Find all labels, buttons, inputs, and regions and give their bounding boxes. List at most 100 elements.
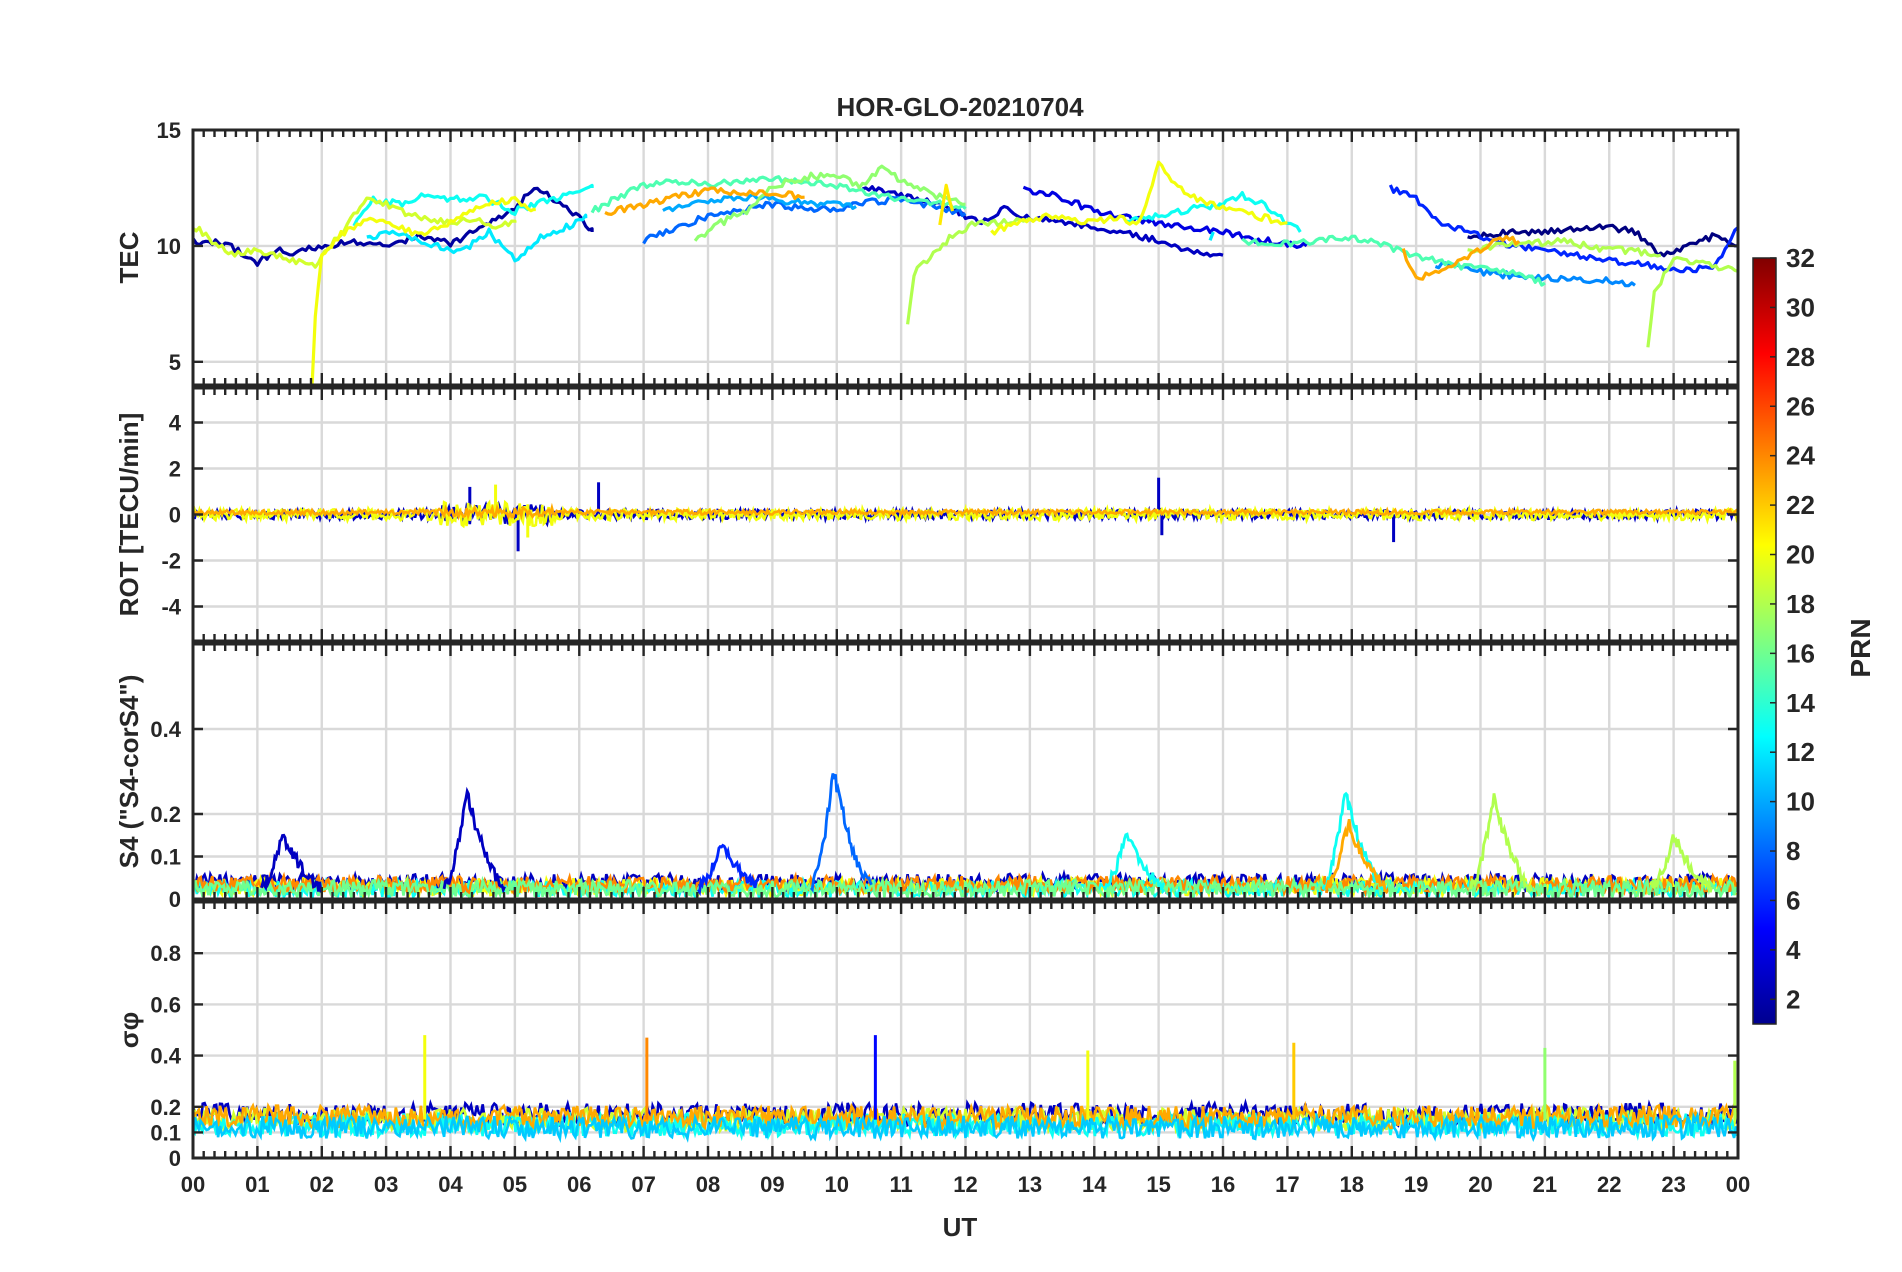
tec-series-prn-2: [193, 186, 594, 267]
colorbar-tick-label: 26: [1786, 391, 1815, 421]
panel-sigphi: 00.10.2 0.4 0.6 0.8 σφ: [114, 900, 1740, 1171]
s4-peak-prn-18: [1469, 793, 1533, 892]
tec-series-prn-4: [1022, 185, 1308, 249]
tec-series-prn-6: [1388, 184, 1738, 274]
data-layer: [193, 160, 1738, 385]
x-tick-label: 05: [503, 1172, 527, 1197]
x-tick-label: 21: [1533, 1172, 1557, 1197]
y-tick-label: 0.4: [150, 1044, 181, 1069]
colorbar-gradient: [1752, 257, 1777, 1025]
tec-series-prn-1: [1467, 223, 1738, 258]
x-tick-label: 00: [181, 1172, 205, 1197]
chart-title: HOR-GLO-20210704: [836, 92, 1084, 122]
y-tick-label: 0.1: [150, 1120, 181, 1145]
tec-series-prn-19: [193, 196, 517, 269]
y-axis-label: S4 ("S4-corS4"): [114, 675, 144, 869]
tec-series-prn-23: [1401, 234, 1521, 281]
colorbar-tick-label: 32: [1786, 243, 1815, 273]
y-tick-label: 0.1: [150, 845, 181, 870]
colorbar-tick-label: 10: [1786, 787, 1815, 817]
x-tick-label: 03: [374, 1172, 398, 1197]
y-tick-label: -4: [161, 595, 181, 620]
colorbar-tick-label: 28: [1786, 342, 1815, 372]
y-ticks: [193, 421, 1738, 608]
s4-peak-prn-6: [697, 843, 760, 897]
tec-series-prn-18: [1467, 237, 1662, 258]
y-tick-label: 4: [169, 411, 182, 436]
colorbar-tick-label: 4: [1786, 935, 1801, 965]
x-tick-label: 13: [1018, 1172, 1042, 1197]
rot-series-prn-23: [193, 502, 1738, 521]
colorbar-tick-label: 30: [1786, 292, 1815, 322]
s4-peak-prn-13: [1321, 791, 1385, 891]
x-tick-label: 12: [953, 1172, 977, 1197]
y-tick-label: 10: [157, 234, 181, 259]
s4-peak-prn-18: [1649, 834, 1713, 893]
x-tick-label: 04: [438, 1172, 463, 1197]
x-tick-label: 16: [1211, 1172, 1235, 1197]
colorbar-tick-label: 2: [1786, 984, 1800, 1014]
x-ticks: [191, 902, 1740, 1158]
x-tick-label: 17: [1275, 1172, 1299, 1197]
colorbar-tick-label: 6: [1786, 885, 1800, 915]
tec-series-prn-8: [642, 195, 967, 245]
colorbar-tick-label: 24: [1786, 441, 1815, 471]
y-tick-label: -2: [161, 549, 181, 574]
tec-series-prn-13: [352, 183, 594, 227]
y-tick-label: 0.6: [150, 992, 181, 1017]
y-tick-label: 0.8: [150, 941, 181, 966]
x-ticks: [191, 388, 1740, 641]
y-tick-label: 0.2: [150, 802, 181, 827]
x-tick-label: 00: [1726, 1172, 1750, 1197]
x-tick-label: 18: [1340, 1172, 1364, 1197]
tec-series-prn-18: [906, 216, 1031, 325]
y-axis-label: TEC: [114, 231, 144, 283]
tec-series-prn-17: [693, 164, 966, 242]
x-tick-label: 22: [1597, 1172, 1621, 1197]
y-tick-label: 0: [169, 503, 181, 528]
rot-series-prn-20: [193, 499, 1738, 529]
x-ticks: [191, 644, 1740, 899]
y-axis-label: σφ: [114, 1012, 144, 1048]
tec-series-prn-15: [1241, 234, 1546, 287]
s4-peak-prn-13: [1103, 832, 1166, 894]
tec-series-prn-12: [366, 213, 588, 263]
colorbar-tick-label: 16: [1786, 638, 1815, 668]
colorbar-tick-label: 18: [1786, 589, 1815, 619]
y-tick-label: 0: [169, 887, 181, 912]
x-tick-label: 01: [245, 1172, 269, 1197]
sigphi-baseline-prn-11: [193, 1110, 1738, 1144]
x-tick-label: 10: [825, 1172, 849, 1197]
s4-peak-prn-23: [1324, 818, 1388, 894]
panel-tec: 5 10 15 TEC: [114, 118, 1740, 387]
x-tick-label: 19: [1404, 1172, 1428, 1197]
x-tick-label: 14: [1082, 1172, 1107, 1197]
y-ticks: [193, 128, 1738, 363]
y-tick-label: 0: [169, 1146, 181, 1171]
s4-peak-prn-3: [442, 786, 506, 894]
y-axis-label: ROT [TECU/min]: [114, 413, 144, 617]
tec-series-prn-12: [1208, 231, 1215, 241]
colorbar-tick-label: 12: [1786, 737, 1815, 767]
panel-rot: -4 -2 0 2 4 ROT [TECU/min]: [114, 386, 1740, 643]
tec-series-prn-23: [604, 186, 805, 216]
colorbar-tick-label: 22: [1786, 490, 1815, 520]
tec-series-prn-20: [310, 196, 536, 385]
y-tick-label: 5: [169, 350, 181, 375]
x-tick-label: 02: [310, 1172, 334, 1197]
x-tick-label: 15: [1146, 1172, 1170, 1197]
colorbar-label: PRN: [1845, 618, 1876, 677]
y-ticks: [193, 727, 1738, 901]
colorbar-tick-label: 8: [1786, 836, 1800, 866]
x-ticks: [191, 130, 1740, 385]
y-tick-label: 2: [169, 457, 181, 482]
tec-series-prn-20: [990, 160, 1288, 236]
panel-s4: 0 0.1 0.2 0.4S4 ("S4-corS4"): [114, 642, 1740, 912]
x-tick-label: 06: [567, 1172, 591, 1197]
x-tick-label: 20: [1468, 1172, 1492, 1197]
x-tick-label: 08: [696, 1172, 720, 1197]
x-tick-label: 07: [631, 1172, 655, 1197]
